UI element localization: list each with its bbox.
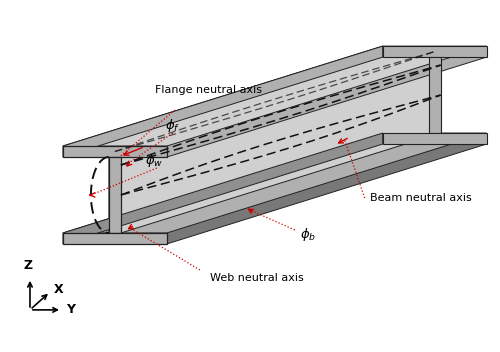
- Polygon shape: [63, 57, 486, 157]
- Text: Y: Y: [66, 303, 75, 316]
- Polygon shape: [63, 133, 486, 233]
- Polygon shape: [63, 46, 382, 157]
- Text: $\phi_b$: $\phi_b$: [300, 226, 316, 244]
- Polygon shape: [121, 57, 440, 233]
- Text: Flange neutral axis: Flange neutral axis: [155, 85, 262, 95]
- Polygon shape: [63, 144, 486, 244]
- Text: $\phi_w$: $\phi_w$: [145, 151, 163, 169]
- Text: Z: Z: [24, 259, 32, 272]
- Text: X: X: [54, 283, 64, 296]
- Text: Web neutral axis: Web neutral axis: [210, 273, 304, 283]
- Polygon shape: [428, 57, 440, 133]
- Polygon shape: [109, 57, 428, 233]
- Polygon shape: [63, 233, 167, 244]
- Polygon shape: [109, 157, 121, 233]
- Text: $\phi_f$: $\phi_f$: [165, 117, 180, 133]
- Polygon shape: [63, 46, 486, 146]
- Text: Beam neutral axis: Beam neutral axis: [370, 193, 472, 203]
- Polygon shape: [63, 133, 382, 244]
- Polygon shape: [382, 133, 486, 144]
- Polygon shape: [63, 146, 167, 157]
- Polygon shape: [382, 46, 486, 57]
